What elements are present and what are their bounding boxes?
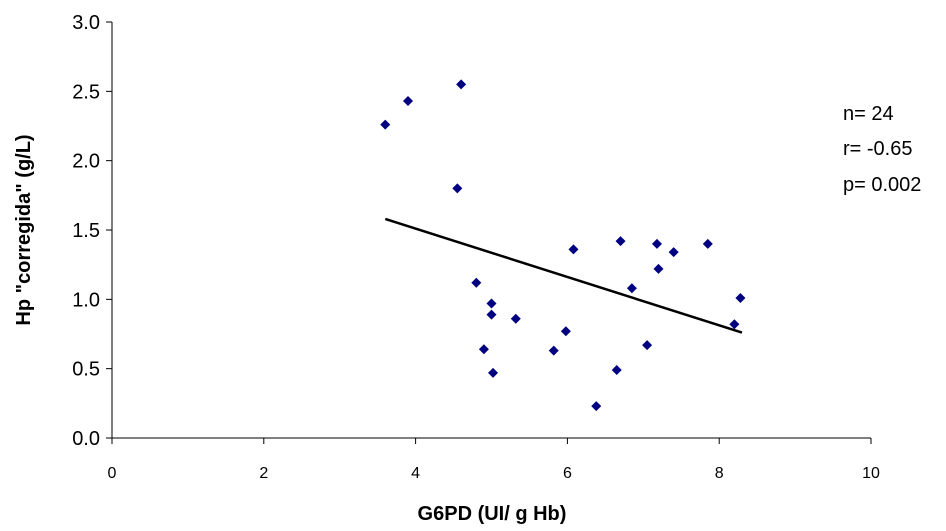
y-tick-label: 2.0 xyxy=(72,151,100,173)
x-axis-title: G6PD (UI/ g Hb) xyxy=(418,503,567,525)
y-axis-title: Hp "corregida" (g/L) xyxy=(13,134,35,325)
stat-r: r= -0.65 xyxy=(843,138,912,160)
y-tick-label: 2.5 xyxy=(72,81,100,103)
data-point xyxy=(488,367,499,378)
data-point xyxy=(510,313,521,324)
stat-p: p= 0.002 xyxy=(843,174,921,196)
x-tick-label: 0 xyxy=(108,465,117,482)
y-ticks: 0.0 0.5 1.0 1.5 2.0 2.5 3.0 xyxy=(72,12,112,450)
x-tick-label: 10 xyxy=(862,465,880,482)
data-points xyxy=(380,79,746,412)
data-point xyxy=(591,401,602,412)
data-point xyxy=(668,247,679,258)
data-point xyxy=(486,309,497,320)
data-point xyxy=(568,244,579,255)
data-point xyxy=(651,238,662,249)
y-tick-label: 1.5 xyxy=(72,220,100,242)
x-tick-label: 2 xyxy=(259,465,268,482)
y-tick-label: 3.0 xyxy=(72,12,100,34)
stat-n: n= 24 xyxy=(843,103,894,125)
data-point xyxy=(735,292,746,303)
y-tick-label: 0.0 xyxy=(72,428,100,450)
data-point xyxy=(548,345,559,356)
data-point xyxy=(452,183,463,194)
data-point xyxy=(626,283,637,294)
data-point xyxy=(456,79,467,90)
data-point xyxy=(471,277,482,288)
data-point xyxy=(729,319,740,330)
trendline xyxy=(384,217,743,334)
data-point xyxy=(702,238,713,249)
data-point xyxy=(560,326,571,337)
data-point xyxy=(653,263,664,274)
x-tick-label: 8 xyxy=(715,465,724,482)
x-tick-label: 4 xyxy=(411,465,420,482)
data-point xyxy=(615,236,626,247)
data-point xyxy=(403,96,414,107)
data-point xyxy=(642,340,653,351)
y-tick-label: 0.5 xyxy=(72,359,100,381)
data-point xyxy=(380,119,391,130)
data-point xyxy=(486,298,497,309)
x-ticks: 0 2 4 6 8 10 xyxy=(108,438,880,482)
x-tick-label: 6 xyxy=(563,465,572,482)
data-point xyxy=(478,344,489,355)
data-point xyxy=(611,365,622,376)
y-tick-label: 1.0 xyxy=(72,289,100,311)
